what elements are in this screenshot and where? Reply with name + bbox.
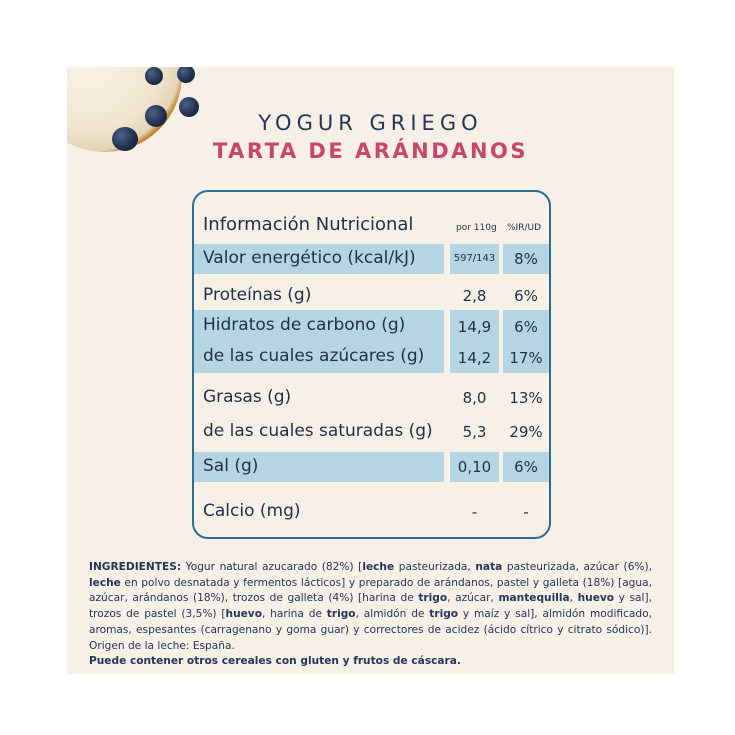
row-label: Grasas (g) [203, 387, 292, 407]
ingredients-part: , azúcar, [447, 592, 499, 605]
ingredients-part: , harina de [261, 608, 327, 621]
row-highlight [450, 452, 499, 482]
allergen: trigo [429, 608, 459, 621]
ingredients-part: y maíz y sal], almidón modificado, aroma… [89, 608, 652, 652]
row-percent: 8% [514, 250, 538, 268]
row-label: Calcio (mg) [203, 501, 301, 521]
row-value: 0,10 [457, 458, 492, 476]
blueberry [145, 67, 163, 85]
nutrition-table: Información Nutricional por 110g %IR/UD … [192, 190, 551, 539]
ingredients-part: pasteurizada, [394, 561, 476, 573]
ingredients-part: pasteurizada, azúcar (6%), [502, 561, 652, 573]
row-highlight [450, 310, 499, 373]
row-value: 597/143 [453, 253, 496, 264]
product-flavor: TARTA DE ARÁNDANOS [212, 139, 528, 163]
row-value: - [471, 503, 478, 521]
allergen: leche [362, 561, 395, 573]
row-highlight [503, 452, 549, 482]
ingredients-heading: INGREDIENTES: [89, 561, 182, 573]
row-value: 2,8 [462, 287, 487, 305]
blueberry [112, 127, 138, 151]
blueberry [177, 67, 195, 83]
column-header-reference-intake: %IR/UD [507, 223, 542, 233]
row-value: 14,9 [457, 318, 492, 336]
allergen: nata [475, 561, 503, 573]
row-percent: - [523, 503, 529, 521]
row-highlight [450, 244, 499, 274]
row-highlight [503, 310, 549, 373]
blueberry [145, 105, 167, 127]
table-title: Información Nutricional [203, 214, 414, 235]
ingredients-part: en polvo desnatada y fermentos lácticos]… [89, 576, 652, 605]
row-highlight [194, 244, 444, 274]
allergen: huevo [225, 608, 262, 621]
column-header-per-serving: por 110g [456, 223, 497, 233]
row-value: 5,3 [462, 423, 487, 441]
product-panel: YOGUR GRIEGO TARTA DE ARÁNDANOS Informac… [67, 67, 674, 674]
row-label: Proteínas (g) [203, 285, 312, 305]
row-label: de las cuales saturadas (g) [203, 421, 433, 441]
ingredients-part: , almidón de [355, 608, 430, 621]
row-highlight [194, 452, 444, 482]
product-name: YOGUR GRIEGO [258, 111, 483, 135]
row-label: Valor energético (kcal/kJ) [203, 248, 416, 268]
row-percent: 17% [509, 349, 543, 367]
row-label: Sal (g) [203, 456, 259, 476]
ingredients-part: y sal], trozos de pastel (3,5%) [ [89, 592, 652, 621]
blueberry [179, 97, 199, 117]
allergen: mantequilla [498, 592, 570, 605]
yogurt-bowl-image [67, 67, 199, 152]
row-label: Hidratos de carbono (g) [203, 315, 406, 335]
allergen: huevo [577, 592, 615, 605]
allergen-warning: Puede contener otros cereales con gluten… [89, 655, 461, 668]
allergen: trigo [418, 592, 448, 605]
allergen: leche [89, 576, 121, 589]
ingredients-part: , [569, 592, 578, 605]
row-value: 14,2 [457, 349, 492, 367]
ingredients-text: INGREDIENTES: Yogur natural azucarado (8… [89, 560, 652, 670]
row-label: de las cuales azúcares (g) [203, 346, 425, 366]
row-highlight [503, 244, 549, 274]
row-percent: 6% [514, 318, 538, 336]
row-value: 8,0 [462, 389, 487, 407]
row-percent: 13% [509, 389, 543, 407]
row-percent: 6% [514, 458, 538, 476]
allergen: trigo [326, 608, 356, 621]
row-percent: 6% [514, 287, 538, 305]
row-highlight [194, 310, 444, 373]
ingredients-part: Yogur natural azucarado (82%) [ [181, 561, 363, 573]
row-percent: 29% [509, 423, 543, 441]
